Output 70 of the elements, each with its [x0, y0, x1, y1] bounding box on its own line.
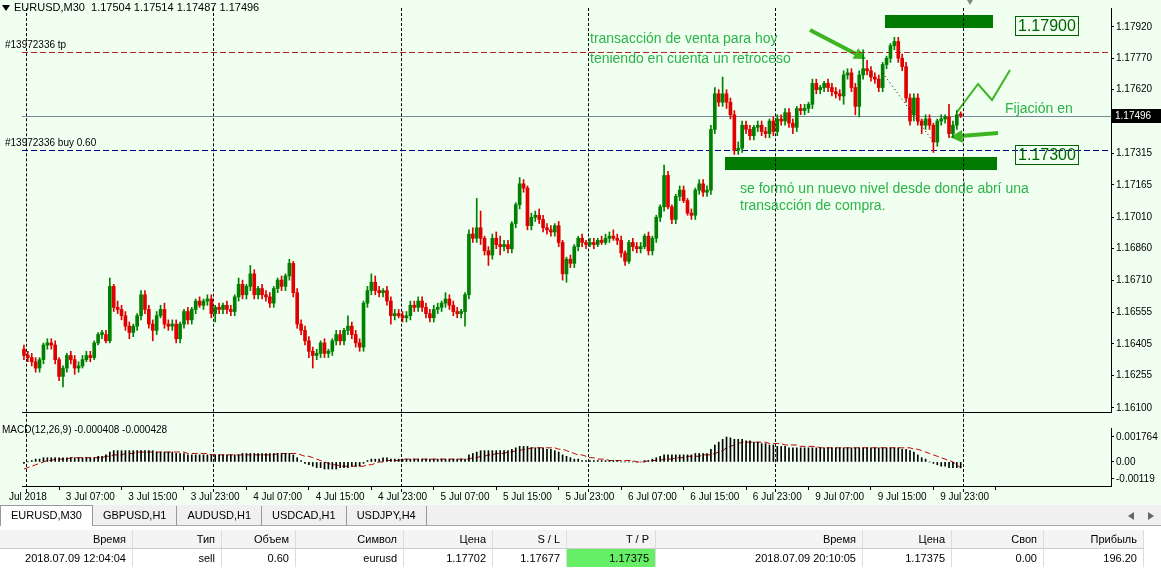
ref-line-label: #13972336 buy 0.60: [5, 136, 97, 148]
text: T / P: [566, 530, 656, 549]
annotation: 1.17300: [1015, 145, 1079, 165]
x-tick-label: 3 Jul 23:00: [190, 490, 241, 502]
text: Цена: [403, 530, 493, 549]
y-tick-label: 1.17920: [1116, 20, 1153, 32]
x-tick-label: 5 Jul 23:00: [565, 490, 615, 502]
x-tick-label: 3 Jul 07:00: [65, 490, 116, 502]
text: GBPUSD,H1: [92, 506, 178, 526]
x-tick-label: 5 Jul 07:00: [440, 490, 490, 502]
text: Время: [655, 530, 863, 549]
candlestick: [498, 235, 502, 256]
y-tick-label: 1.16860: [1116, 242, 1153, 254]
text: sell: [132, 548, 222, 567]
text: Время: [0, 530, 133, 549]
text: Прибыль: [1043, 530, 1144, 549]
text: Объем: [221, 530, 296, 549]
x-tick-label: 9 Jul 07:00: [815, 490, 865, 502]
text: AUDUSD,H1: [177, 506, 263, 526]
y-tick-label: 1.17620: [1116, 83, 1153, 95]
annotation: 1.17900: [1015, 16, 1079, 36]
text: 1.17375: [862, 548, 952, 567]
ref-line-label: 1.17496: [1115, 109, 1152, 121]
x-tick-label: 6 Jul 23:00: [752, 490, 803, 502]
x-tick-label: 5 Jul 15:00: [503, 490, 553, 502]
y-tick-label: 1.16405: [1116, 337, 1153, 349]
chart-title: MACD(12,26,9) -0.000408 -0.000428: [2, 424, 168, 435]
y-tick-label: 1.17165: [1116, 178, 1153, 190]
chart-title: EURUSD,M30 1.17504 1.17514 1.17487 1.17496: [14, 1, 260, 13]
text: 1.17375: [566, 548, 656, 567]
x-tick-label: Jul 2018: [8, 490, 48, 502]
text: Символ: [295, 530, 404, 549]
y-tick-label: 0.00: [1116, 455, 1136, 467]
text: 0.60: [221, 548, 296, 567]
y-tick-label: 1.16255: [1116, 369, 1153, 381]
text: Цена: [862, 530, 952, 549]
x-tick-label: 6 Jul 07:00: [627, 490, 678, 502]
text: eurusd: [295, 548, 404, 567]
annotation: transacción de venta para hoy teniendo en cuenta un retroceso: [590, 29, 792, 68]
text: USDCAD,H1: [262, 506, 347, 526]
text: Своп: [951, 530, 1044, 549]
x-tick-label: 9 Jul 15:00: [877, 490, 928, 502]
y-tick-label: 1.16710: [1116, 273, 1153, 285]
text: 196.20: [1043, 548, 1144, 567]
text: 0.00: [951, 548, 1044, 567]
annotation: se formó un nuevo nivel desde donde abrí una transacción de compra.: [740, 180, 1030, 214]
text: EURUSD,M30: [0, 505, 93, 526]
text: 2018.07.09 20:10:05: [655, 548, 863, 567]
x-tick-label: 6 Jul 15:00: [690, 490, 740, 502]
text: 1.17677: [492, 548, 567, 567]
text: 1.17702: [403, 548, 493, 567]
y-tick-label: 1.17770: [1116, 51, 1153, 63]
x-tick-label: 4 Jul 15:00: [315, 490, 366, 502]
y-tick-label: 1.17315: [1116, 147, 1153, 159]
y-tick-label: 0.001764: [1116, 430, 1159, 442]
x-tick-label: 9 Jul 23:00: [940, 490, 990, 502]
text: S / L: [492, 530, 567, 549]
y-tick-label: 1.16100: [1116, 401, 1153, 413]
line-series: [23, 441, 962, 470]
y-tick-label: 1.16555: [1116, 306, 1153, 318]
text: Тип: [132, 530, 222, 549]
x-tick-label: 4 Jul 07:00: [253, 490, 303, 502]
text: USDJPY,H4: [346, 506, 427, 526]
x-tick-label: 3 Jul 15:00: [128, 490, 178, 502]
text: 2018.07.09 12:04:04: [0, 548, 133, 567]
x-tick-label: 4 Jul 23:00: [378, 490, 428, 502]
ref-line-label: #13972336 tp: [5, 38, 67, 50]
y-tick-label: 1.17010: [1116, 211, 1153, 223]
y-tick-label: -0.00119: [1116, 472, 1156, 484]
annotation: Fijación en: [1005, 100, 1073, 117]
